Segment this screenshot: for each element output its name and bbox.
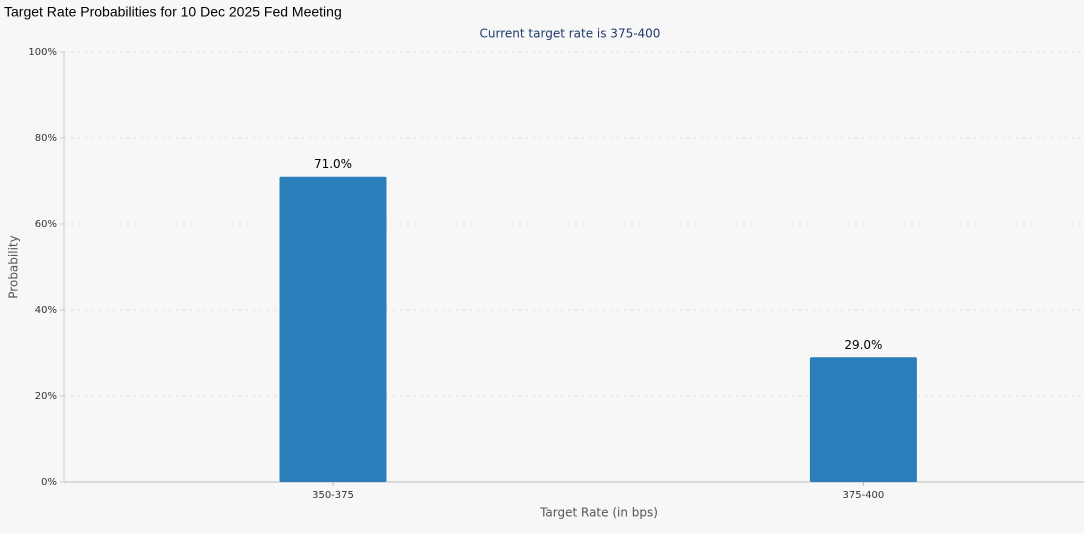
data-label: 71.0%	[314, 157, 352, 171]
y-tick-label: 80%	[35, 133, 57, 144]
x-axis-label: Target Rate (in bps)	[539, 506, 658, 520]
data-label: 29.0%	[844, 338, 882, 352]
y-tick-label: 0%	[41, 477, 57, 488]
bar	[279, 176, 387, 482]
y-tick-label: 20%	[35, 391, 57, 402]
x-tick-label: 375-400	[843, 490, 885, 501]
y-tick-label: 100%	[28, 47, 57, 58]
y-axis-label: Probability	[7, 235, 21, 298]
x-tick-label: 350-375	[312, 490, 354, 501]
bar	[809, 357, 917, 482]
chart-subtitle: Current target rate is 375-400	[480, 27, 661, 41]
chart-title: Target Rate Probabilities for 10 Dec 202…	[4, 4, 342, 20]
y-tick-label: 60%	[35, 219, 57, 230]
y-tick-label: 40%	[35, 305, 57, 316]
